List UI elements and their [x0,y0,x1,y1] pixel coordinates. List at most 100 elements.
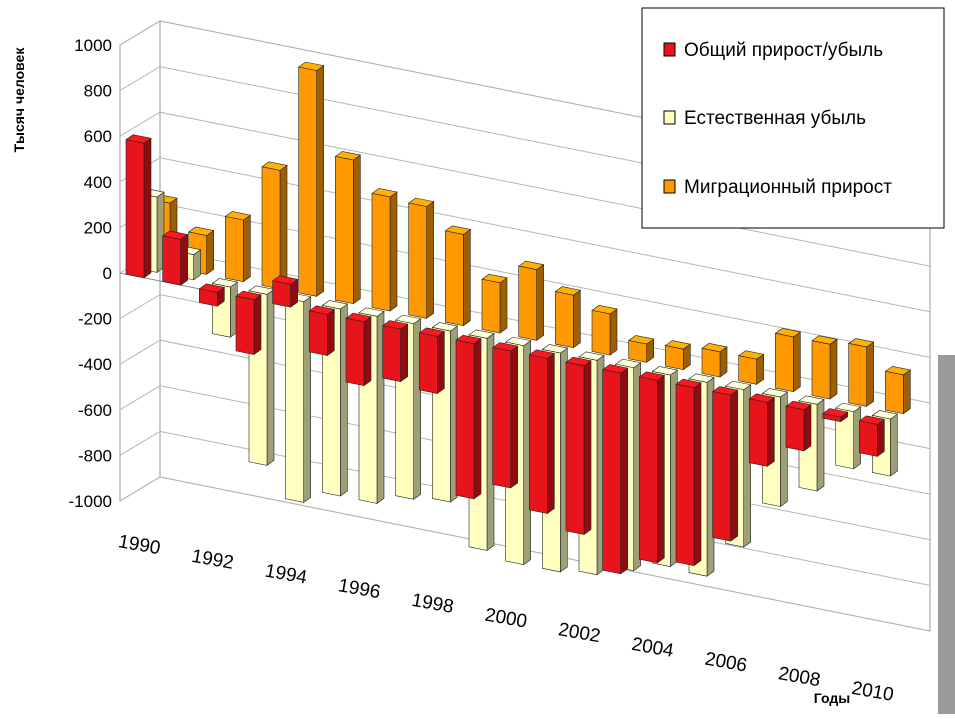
legend-box [641,7,945,229]
y-tick-label: 200 [84,218,112,237]
bar-side [253,294,262,356]
y-tick-label: 1000 [74,36,112,55]
bar-total [565,356,592,536]
bar-front [628,340,647,363]
x-tick-label: 2002 [557,619,602,647]
bar-front [272,280,291,308]
bar-side [803,404,812,452]
bar-migration [811,335,838,400]
bar-side [536,264,544,341]
bar-total [491,342,519,489]
bar-side [389,191,398,312]
bar-total [271,275,299,308]
legend-label-natural: Естественная убыль [684,108,866,129]
bar-migration [517,260,545,341]
bar-total [821,408,849,423]
y-tick-label: -200 [78,310,112,329]
bar-side [583,360,592,536]
bar-side [463,228,471,327]
bar-migration [481,273,508,334]
bar-total [198,283,226,307]
x-tick-label: 2006 [703,649,748,677]
bar-front [591,309,611,356]
bar-front [345,317,365,387]
x-tick-label: 1998 [410,590,455,618]
bar-migration [737,350,765,385]
bar-front [738,355,757,385]
bar-side [363,316,372,387]
gray-side-bar [938,355,955,714]
bar-migration [627,335,655,363]
bar-front [162,235,181,286]
bar-total [711,386,739,542]
y-axis-title: Тысяч человек [11,47,27,153]
bar-total [455,334,482,500]
bar-front [298,66,317,297]
bar-side [767,396,775,467]
y-tick-label: 0 [103,264,112,283]
bar-front [885,370,904,415]
legend-swatch-natural [663,110,676,125]
bar-front [665,345,684,371]
bar-migration [407,197,435,319]
bar-front [602,369,621,575]
bar-front [335,156,354,305]
bar-side [793,331,801,393]
bar-front [261,166,281,290]
bar-total [308,305,336,357]
bar-total [601,364,629,575]
bar-front [565,361,585,535]
x-tick-label: 2010 [850,678,895,706]
bar-side [547,352,555,515]
bar-front [285,297,304,503]
bar-side [473,338,482,500]
bar-side [437,330,445,395]
bar-migration [701,343,728,378]
bar-front [639,376,658,564]
y-tick-label: 400 [84,173,112,192]
bar-front [382,325,401,382]
bar-front [445,230,464,327]
bar-front [125,139,145,279]
bar-front [775,332,794,393]
bar-front [749,398,768,467]
y-tick-label: -800 [78,446,112,465]
bar-total [528,349,556,515]
x-tick-label: 1996 [337,575,382,603]
legend: Общий прирост/убыль Естественная убыль М… [641,7,945,229]
bar-migration [554,286,582,349]
bar-total [418,327,446,395]
bar-front [811,340,831,400]
bar-migration [334,151,362,305]
bar-side [426,201,434,319]
bar-front [235,295,255,355]
bar-total [235,290,262,356]
y-tick-label: -600 [78,401,112,420]
bar-front [225,216,244,283]
bar-front [822,413,841,423]
bar-total [748,393,776,467]
bar-total [675,378,702,567]
bar-migration [261,161,288,290]
bar-total [785,400,812,452]
bar-migration [847,338,875,407]
bar-front [529,354,548,514]
bar-natural [284,292,312,503]
bar-side [243,214,251,283]
bar-side [353,154,361,305]
bar-front [419,332,438,394]
bar-front [859,420,878,457]
bar-natural [834,402,862,470]
bar-total [161,230,189,286]
bar-front [492,347,511,489]
x-axis-title: Годы [814,690,850,706]
bar-side [180,233,188,286]
bar-side [206,229,214,275]
gridline [119,476,931,632]
bar-side [609,308,618,356]
bar-migration [371,188,398,312]
bar-front [371,193,391,312]
bar-side [266,288,275,466]
bar-side [877,418,885,457]
bar-migration [884,365,912,415]
